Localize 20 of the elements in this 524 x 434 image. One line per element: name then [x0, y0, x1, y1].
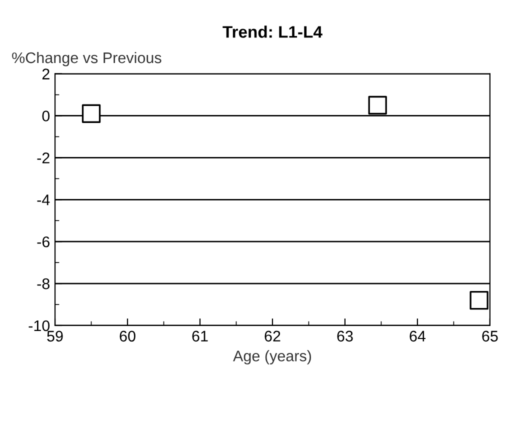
- y-tick-label: -4: [37, 194, 50, 206]
- y-axis-title: %Change vs Previous: [12, 52, 162, 66]
- point: [368, 96, 387, 115]
- x-tick-label: 65: [482, 330, 498, 342]
- y-tick-label: 0: [42, 110, 50, 122]
- y-tick-label: -10: [28, 320, 50, 332]
- point: [470, 290, 488, 310]
- x-tick-label: 60: [120, 330, 136, 342]
- x-tick-label: 64: [410, 330, 426, 342]
- y-tick-label: 2: [42, 68, 50, 80]
- chart-title: Trend: L1-L4: [222, 26, 322, 38]
- x-tick-label: 63: [337, 330, 353, 342]
- x-tick-label: 59: [47, 330, 63, 342]
- y-tick-label: -6: [37, 236, 50, 248]
- y-tick-label: -2: [37, 152, 50, 164]
- x-tick-label: 62: [264, 330, 280, 342]
- point: [82, 104, 101, 123]
- x-tick-label: 61: [192, 330, 208, 342]
- y-tick-label: -8: [37, 278, 50, 290]
- x-axis-title: Age (years): [233, 350, 312, 364]
